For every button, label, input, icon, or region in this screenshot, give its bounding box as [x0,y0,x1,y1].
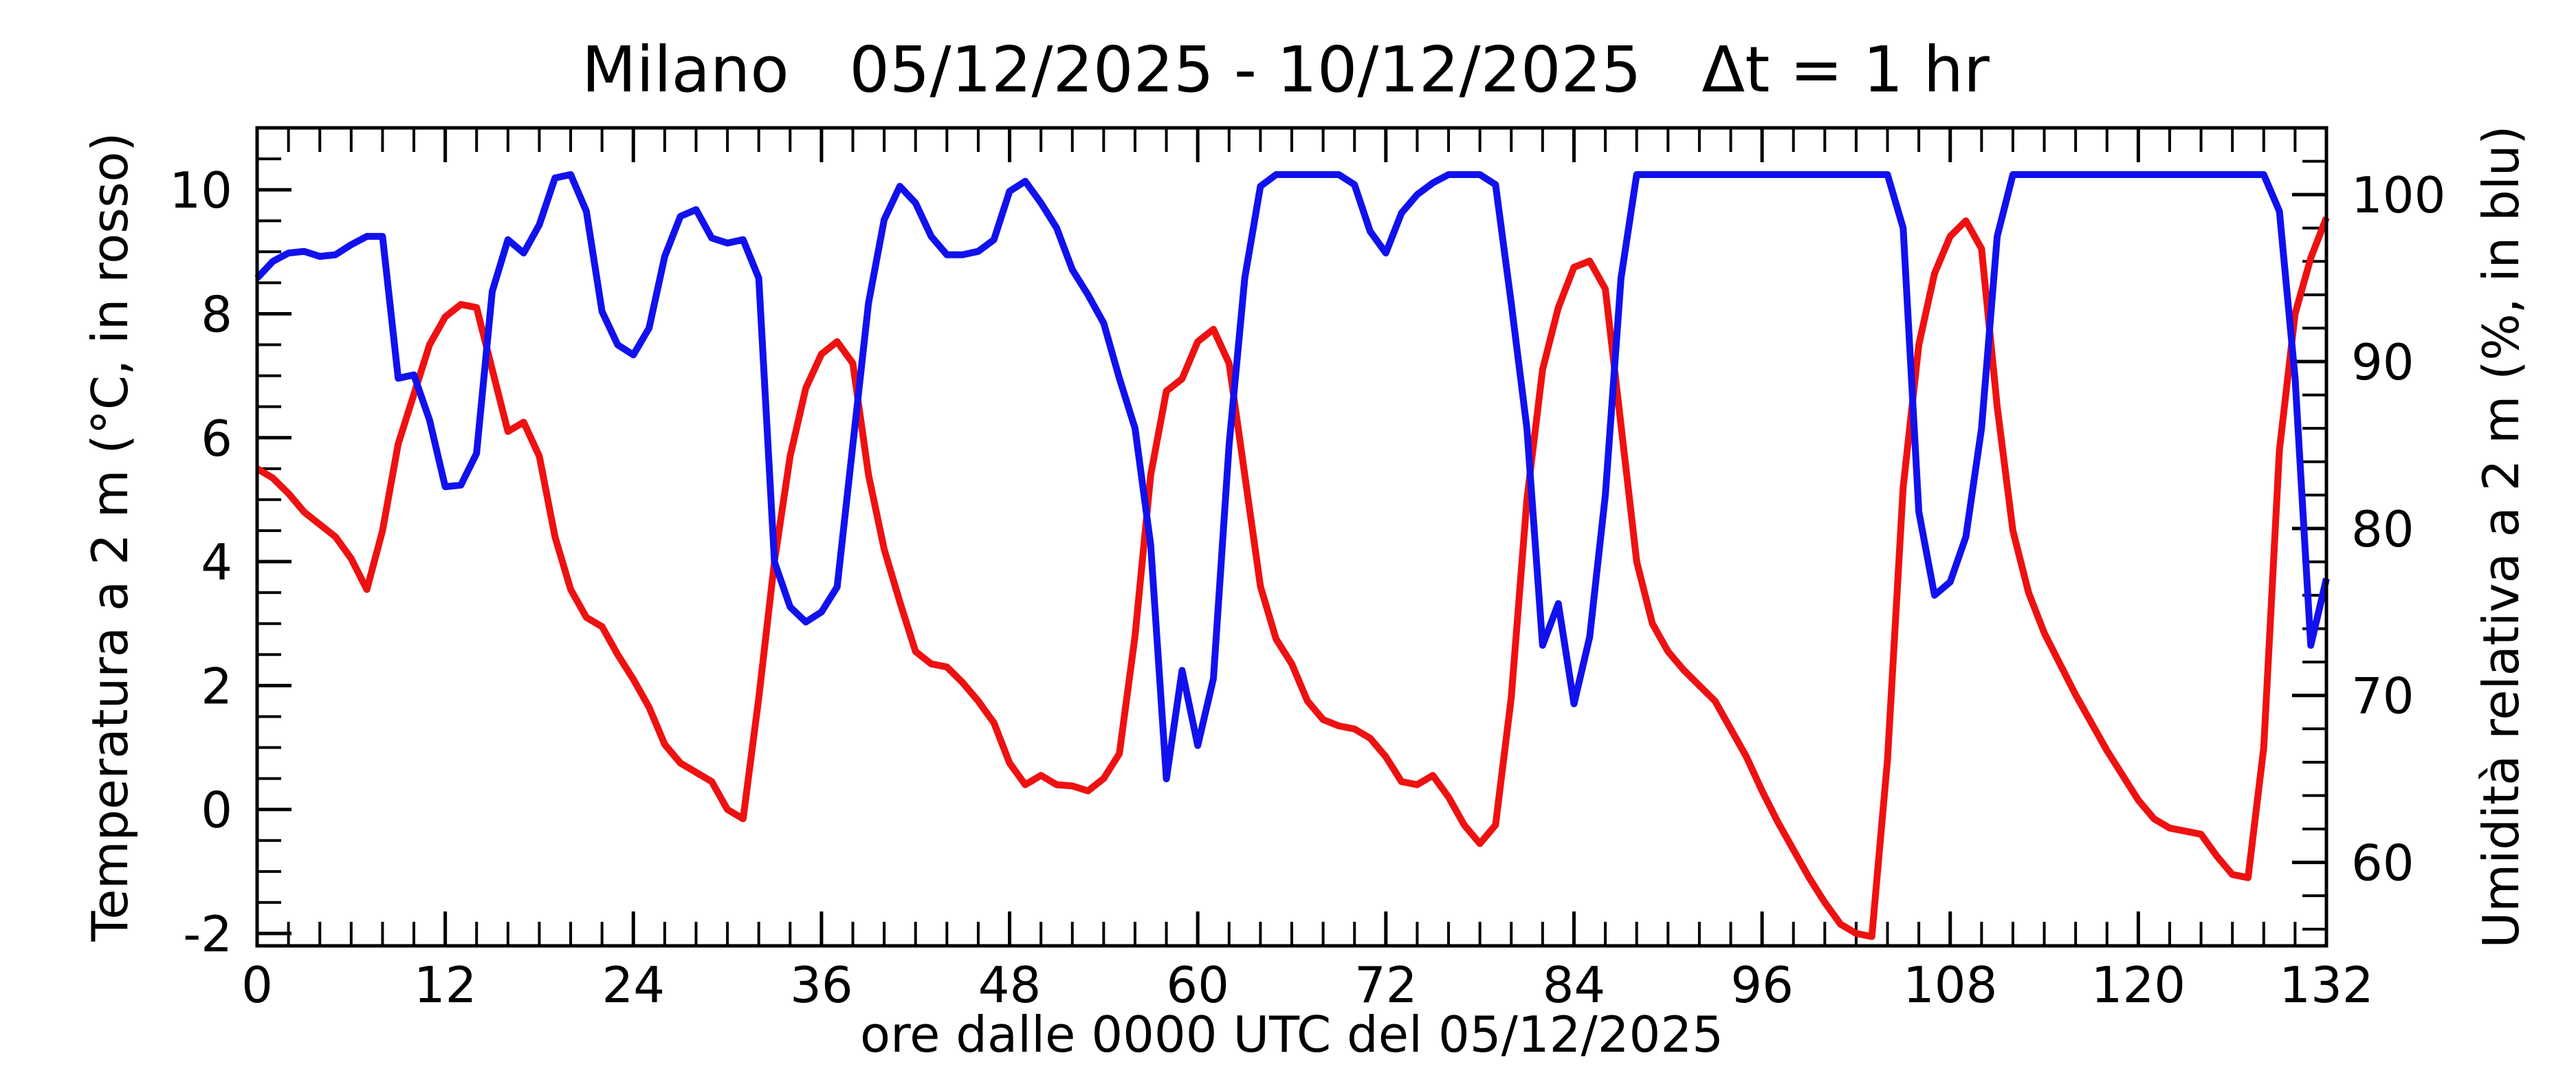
series-layer [254,171,2330,940]
x-tick-label: 96 [1730,956,1794,1014]
y-right-tick-label: 80 [2351,500,2414,558]
x-tick-label: 60 [1166,956,1229,1014]
x-tick-label: 0 [241,956,273,1014]
y-axis-right-label: Umidità relativa a 2 m (%, in blu) [2472,125,2530,948]
temperature-line [255,216,2330,940]
tick-labels: 0 12 24 36 48 60 72 84 96 108 120 132-2024681060708… [169,162,2445,1014]
plot-frame [255,126,2329,948]
y-right-tick-label: 90 [2351,333,2414,391]
humidity-line [254,171,2330,783]
y-right-tick-label: 70 [2351,667,2414,725]
x-tick-label: 84 [1543,956,1606,1014]
y-left-tick-label: 0 [201,782,232,839]
x-tick-label: 24 [602,956,665,1014]
y-left-tick-label: 8 [201,285,232,343]
x-tick-label: 120 [2091,956,2186,1014]
x-tick-label: 36 [790,956,853,1014]
x-tick-label: 132 [2279,956,2373,1014]
y-axis-left-label: Temperatura a 2 m (°C, in rosso) [81,133,139,942]
y-left-tick-label: 10 [169,162,232,219]
x-tick-label: 12 [414,956,477,1014]
y-right-tick-label: 60 [2351,834,2414,892]
tick-marks [255,126,2329,946]
x-axis-label: ore dalle 0000 UTC del 05/12/2025 [860,1006,1724,1063]
y-left-tick-label: -2 [183,905,232,963]
x-tick-label: 108 [1903,956,1997,1014]
y-right-tick-label: 100 [2351,166,2445,224]
y-left-tick-label: 4 [201,533,232,591]
x-tick-label: 72 [1354,956,1418,1014]
y-left-tick-label: 6 [201,410,232,467]
chart-title: Milano 05/12/2025 - 10/12/2025 Δt = 1 hr [582,33,1990,107]
x-tick-label: 48 [978,956,1042,1014]
y-left-tick-label: 2 [201,657,232,715]
